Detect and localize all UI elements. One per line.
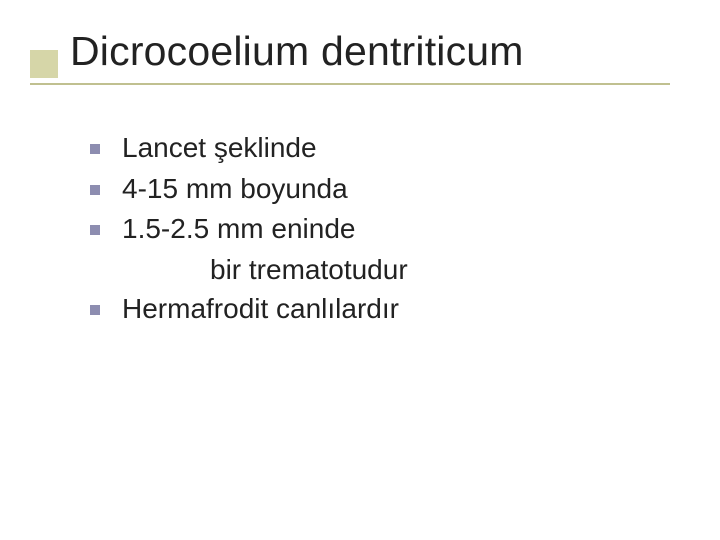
title-area: Dicrocoelium dentriticum	[0, 28, 720, 75]
slide-content: Lancet şeklinde 4-15 mm boyunda 1.5-2.5 …	[0, 85, 720, 328]
sub-line: bir trematotudur	[90, 251, 720, 290]
bullet-square-icon	[90, 185, 100, 195]
bullet-text: Lancet şeklinde	[122, 129, 317, 168]
bullet-text: 1.5-2.5 mm eninde	[122, 210, 355, 249]
bullet-square-icon	[90, 305, 100, 315]
title-accent-square	[30, 50, 58, 78]
bullet-square-icon	[90, 225, 100, 235]
bullet-text: 4-15 mm boyunda	[122, 170, 348, 209]
slide-title: Dicrocoelium dentriticum	[70, 28, 720, 75]
list-item: Lancet şeklinde	[90, 129, 720, 168]
bullet-square-icon	[90, 144, 100, 154]
list-item: 1.5-2.5 mm eninde	[90, 210, 720, 249]
list-item: 4-15 mm boyunda	[90, 170, 720, 209]
list-item: Hermafrodit canlılardır	[90, 290, 720, 329]
bullet-text: Hermafrodit canlılardır	[122, 290, 399, 329]
slide: Dicrocoelium dentriticum Lancet şeklinde…	[0, 0, 720, 540]
